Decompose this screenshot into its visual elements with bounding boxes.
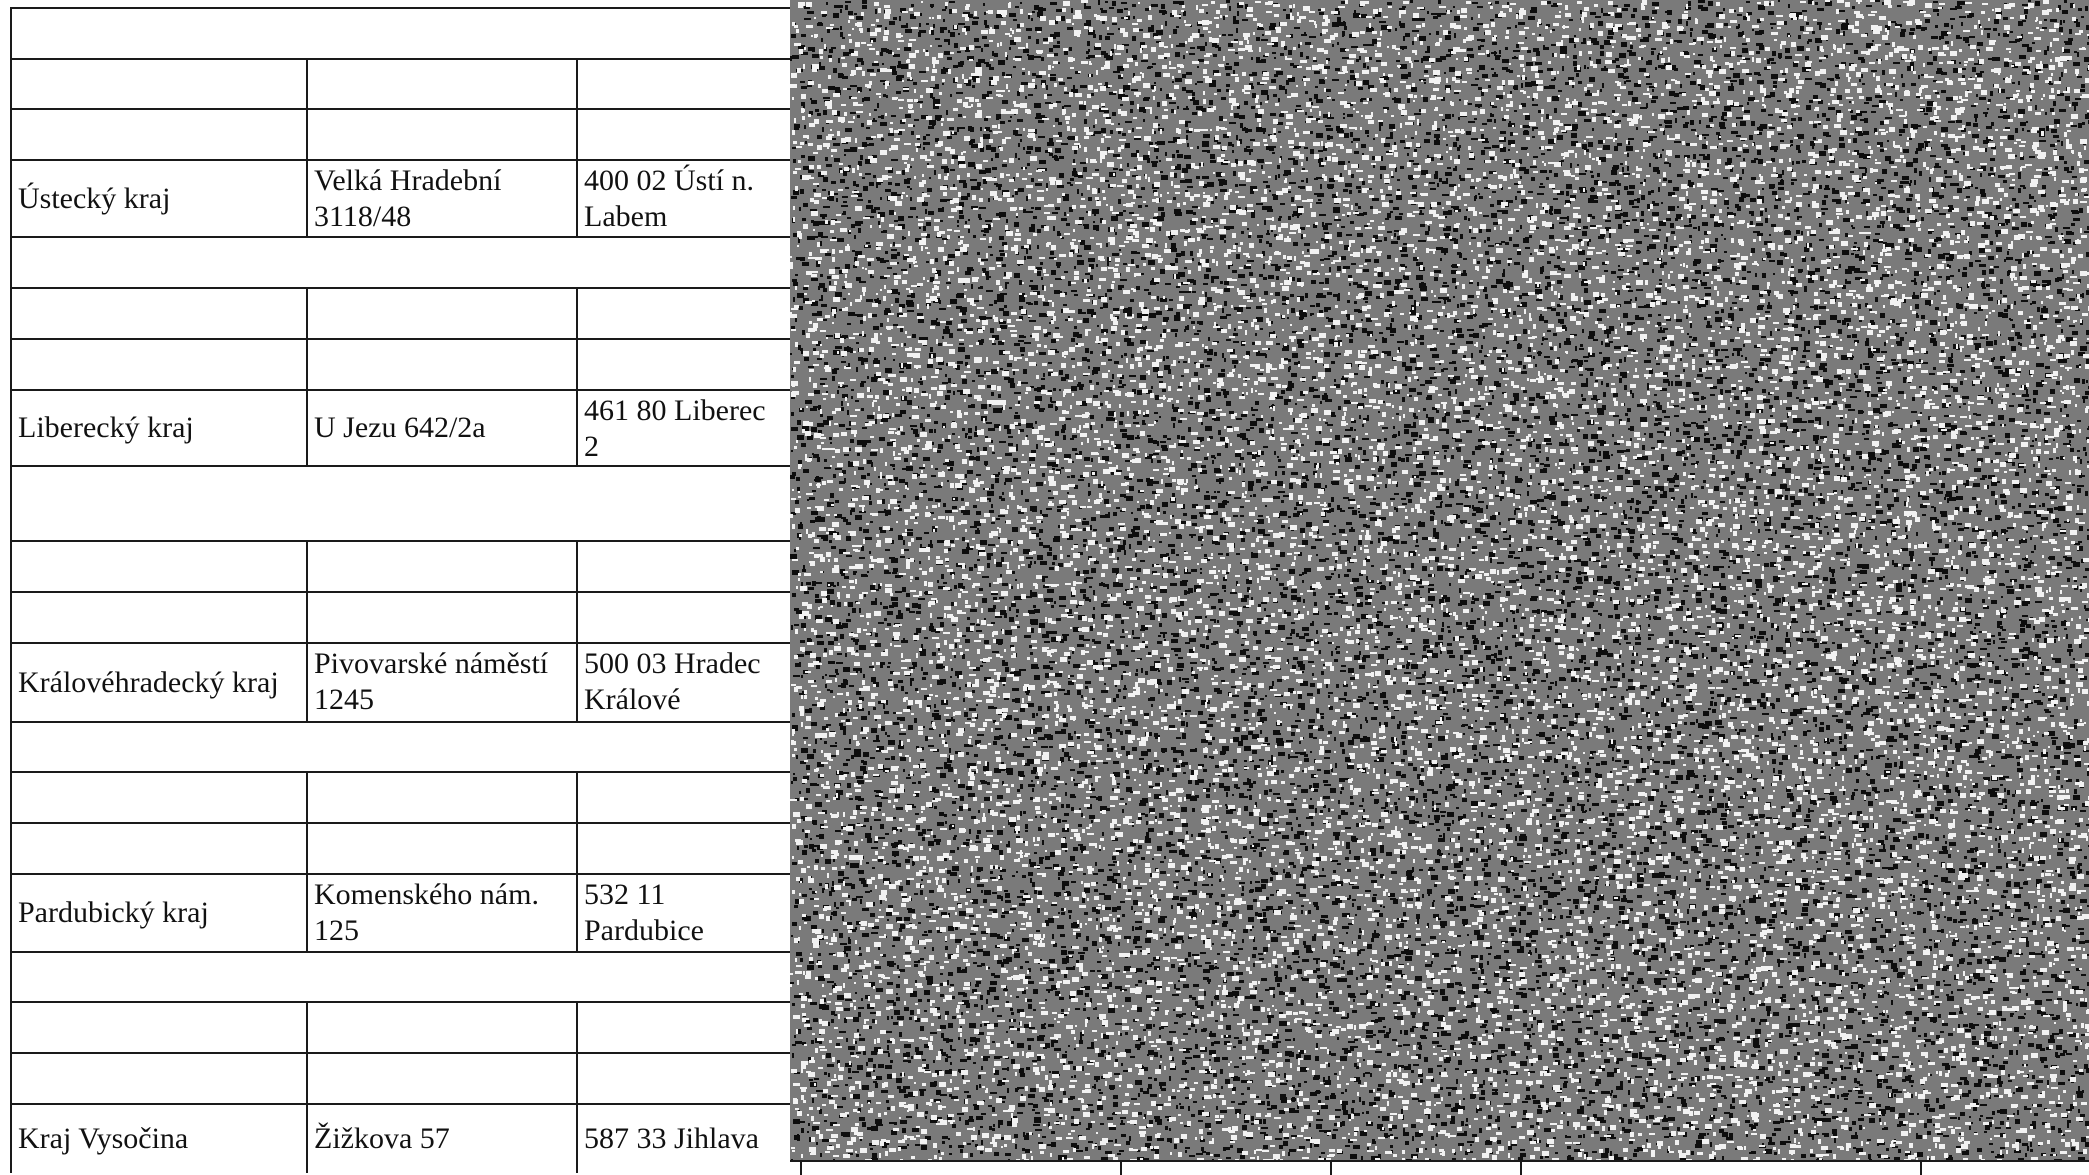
region-name-cell: Královéhradecký kraj [10,644,306,721]
table-cell [10,60,306,108]
region-name-cell: Liberecký kraj [10,391,306,465]
postal-address: 461 80 Liberec 2 [584,394,766,463]
region-name-cell: Pardubický kraj [10,875,306,951]
table-cell [10,824,306,873]
table-cell [306,110,576,159]
table-rule [1920,1162,1922,1175]
table-row [10,721,790,771]
noise-light-speckle [790,0,2089,1160]
street-address-cell: Pivovarské náměstí 1245 [306,644,576,721]
table-cell [306,773,576,822]
postal-address: 500 03 Hradec Králové [584,647,761,716]
street-address: Žižkova 57 [314,1122,450,1155]
table-row-ustecky: Ústecký kraj Velká Hradební 3118/48 400 … [10,159,790,236]
postal-address: 400 02 Ústí n. Labem [584,164,755,233]
noise-dark-speckle [790,0,2089,1160]
table-row [10,822,790,873]
postal-address: 587 33 Jihlava [584,1122,759,1155]
table-cell [10,593,306,642]
table-cell [576,542,790,591]
table-row [10,108,790,159]
region-name: Ústecký kraj [18,181,171,215]
table-cell [306,60,576,108]
street-address-cell: Komenského nám. 125 [306,875,576,951]
table-cell [576,289,790,338]
postal-address-cell: 532 11 Pardubice [576,875,790,951]
table-cell [10,289,306,338]
table-row-vysocina: Kraj Vysočina Žižkova 57 587 33 Jihlava [10,1103,790,1173]
cropped-table-fragment [790,1160,2089,1175]
table-row-pardubicky: Pardubický kraj Komenského nám. 125 532 … [10,873,790,951]
region-name-cell: Kraj Vysočina [10,1105,306,1173]
table-cell [306,1003,576,1052]
street-address: U Jezu 642/2a [314,411,486,444]
street-address-cell: Žižkova 57 [306,1105,576,1173]
table-cell [576,824,790,873]
table-cell [10,1003,306,1052]
table-row-kralovehradecky: Královéhradecký kraj Pivovarské náměstí … [10,642,790,721]
postal-address-cell: 587 33 Jihlava [576,1105,790,1173]
region-name: Liberecký kraj [18,411,194,444]
table-cell [576,593,790,642]
table-rule [800,1162,802,1175]
table-row [10,7,790,58]
region-name: Kraj Vysočina [18,1122,189,1155]
table-row [10,1052,790,1103]
street-address-cell: Velká Hradební 3118/48 [306,161,576,236]
table-cell [576,773,790,822]
region-name: Královéhradecký kraj [18,665,279,699]
table-cell [306,542,576,591]
table-row [10,236,790,287]
table-cell [306,1054,576,1103]
postal-address: 532 11 Pardubice [584,878,704,947]
table-rule [1330,1162,1332,1175]
postal-address-cell: 461 80 Liberec 2 [576,391,790,465]
street-address: Komenského nám. 125 [314,878,539,947]
region-name-cell: Ústecký kraj [10,161,306,236]
table-row-liberecky: Liberecký kraj U Jezu 642/2a 461 80 Libe… [10,389,790,465]
table-row [10,338,790,389]
street-address: Pivovarské náměstí 1245 [314,647,549,716]
table-rule [1520,1162,1522,1175]
table-cell [306,593,576,642]
table-cell [576,60,790,108]
table-cell [10,773,306,822]
table-row [10,287,790,338]
table-cell [10,542,306,591]
table-row [10,1001,790,1052]
table-cell [10,340,306,389]
street-address-cell: U Jezu 642/2a [306,391,576,465]
table-row [10,951,790,1001]
table-cell [576,110,790,159]
table-row [10,465,790,540]
table-cell [306,824,576,873]
noise-pattern [790,0,2089,1160]
table-cell [576,1003,790,1052]
regional-offices-table: Ústecký kraj Velká Hradební 3118/48 400 … [10,7,790,1173]
table-cell [10,110,306,159]
table-cell [306,340,576,389]
postal-address-cell: 500 03 Hradec Králové [576,644,790,721]
table-row [10,540,790,591]
street-address: Velká Hradební 3118/48 [314,164,502,233]
region-name: Pardubický kraj [18,896,209,929]
table-row [10,771,790,822]
table-rule [1120,1162,1122,1175]
table-cell [576,1054,790,1103]
postal-address-cell: 400 02 Ústí n. Labem [576,161,790,236]
table-cell [306,289,576,338]
table-cell [10,1054,306,1103]
table-row [10,58,790,108]
redaction-noise-block [790,0,2089,1160]
table-cell [576,340,790,389]
table-row [10,591,790,642]
